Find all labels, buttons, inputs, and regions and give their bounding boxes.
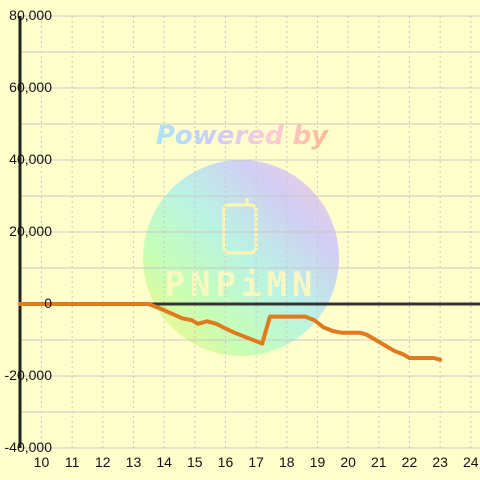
grid bbox=[20, 15, 480, 449]
x-tick-label: 23 bbox=[432, 454, 448, 470]
x-tick-label: 11 bbox=[65, 454, 80, 470]
y-tick-label: 0 bbox=[44, 295, 52, 311]
x-tick-label: 13 bbox=[126, 454, 142, 470]
watermark-circle bbox=[143, 160, 339, 356]
x-tick-label: 16 bbox=[218, 454, 234, 470]
watermark: PNPiMN Powered by bbox=[143, 121, 339, 356]
y-tick-label: 20,000 bbox=[9, 223, 52, 239]
x-tick-label: 14 bbox=[156, 454, 172, 470]
x-tick-label: 15 bbox=[187, 454, 203, 470]
y-tick-label: 40,000 bbox=[9, 151, 52, 167]
x-tick-label: 12 bbox=[95, 454, 111, 470]
tick-labels: 80,00060,00040,00020,0000-20,000-40,0001… bbox=[5, 7, 479, 470]
x-tick-label: 24 bbox=[463, 454, 479, 470]
x-tick-label: 22 bbox=[402, 454, 418, 470]
watermark-logo-text: PNPiMN bbox=[165, 265, 318, 305]
y-tick-label: -20,000 bbox=[5, 367, 53, 383]
x-tick-label: 19 bbox=[310, 454, 326, 470]
x-tick-label: 10 bbox=[34, 454, 50, 470]
x-tick-label: 17 bbox=[248, 454, 264, 470]
y-tick-label: -40,000 bbox=[5, 439, 53, 455]
x-tick-label: 21 bbox=[371, 454, 387, 470]
x-tick-label: 18 bbox=[279, 454, 295, 470]
watermark-title: Powered by bbox=[156, 121, 329, 151]
series-line bbox=[18, 302, 443, 362]
y-tick-label: 80,000 bbox=[9, 7, 52, 23]
series-layer bbox=[18, 302, 443, 362]
phone-icon bbox=[222, 203, 258, 255]
y-tick-label: 60,000 bbox=[9, 79, 52, 95]
x-tick-label: 20 bbox=[340, 454, 356, 470]
